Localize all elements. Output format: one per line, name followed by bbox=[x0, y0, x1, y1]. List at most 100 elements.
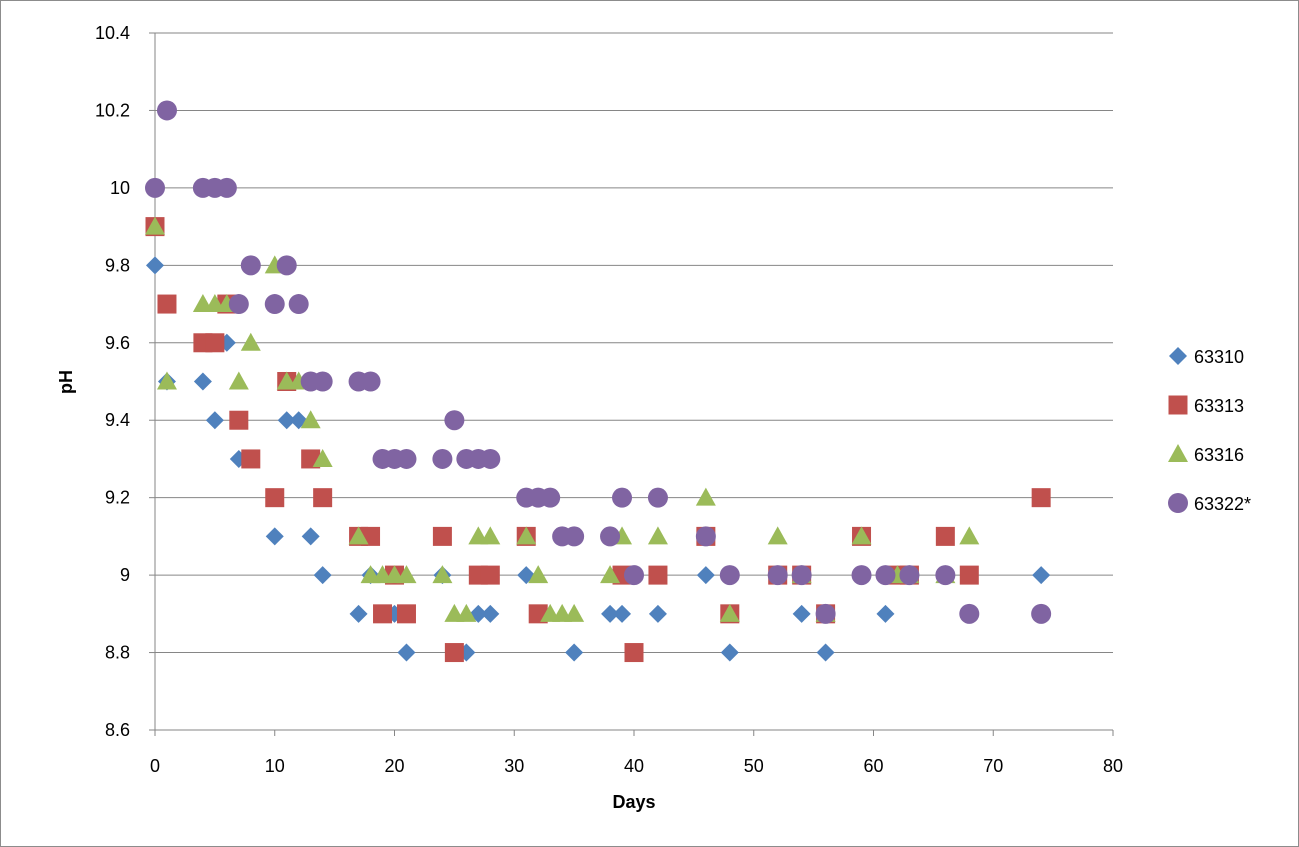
x-tick-label: 20 bbox=[384, 756, 404, 776]
data-point-triangle bbox=[564, 603, 585, 622]
legend-label: 63310 bbox=[1194, 347, 1244, 367]
data-point-diamond bbox=[481, 604, 500, 623]
data-point-circle bbox=[1031, 603, 1052, 624]
data-point-circle bbox=[432, 448, 453, 469]
data-point-square bbox=[480, 565, 500, 585]
data-point-triangle bbox=[719, 603, 740, 622]
data-point-square bbox=[241, 449, 261, 469]
data-point-circle bbox=[276, 255, 297, 276]
data-point-circle bbox=[312, 371, 333, 392]
data-point-circle bbox=[612, 487, 633, 508]
data-point-square bbox=[265, 488, 285, 508]
data-point-circle bbox=[647, 487, 668, 508]
series-63322 bbox=[145, 100, 1052, 624]
data-point-square bbox=[157, 294, 177, 314]
data-points bbox=[145, 100, 1052, 663]
axes bbox=[154, 33, 1113, 731]
data-point-circle bbox=[240, 255, 261, 276]
data-point-circle bbox=[228, 294, 249, 315]
data-point-circle bbox=[444, 410, 465, 431]
series-63316 bbox=[145, 216, 980, 622]
data-point-triangle bbox=[300, 410, 321, 429]
data-point-diamond bbox=[265, 527, 284, 546]
y-tick-label: 10.4 bbox=[95, 23, 130, 43]
data-point-square bbox=[205, 333, 225, 353]
data-point-triangle bbox=[600, 565, 621, 584]
data-point-circle bbox=[624, 565, 644, 586]
data-point-circle bbox=[360, 371, 381, 392]
x-tick-label: 80 bbox=[1103, 756, 1123, 776]
data-point-triangle bbox=[516, 526, 537, 545]
data-point-square bbox=[444, 643, 464, 663]
data-point-triangle bbox=[396, 565, 417, 584]
data-point-square bbox=[1031, 488, 1051, 508]
data-point-diamond bbox=[277, 411, 296, 430]
data-point-diamond bbox=[146, 256, 164, 275]
data-point-square bbox=[373, 604, 393, 624]
data-point-circle bbox=[600, 526, 621, 547]
data-point-square bbox=[432, 526, 452, 546]
legend-marker-triangle bbox=[1168, 444, 1188, 462]
y-tick-label: 10 bbox=[110, 178, 130, 198]
data-point-circle bbox=[156, 100, 177, 121]
data-point-diamond bbox=[205, 411, 224, 430]
data-point-diamond bbox=[876, 604, 895, 623]
data-point-circle bbox=[767, 565, 788, 586]
x-tick-label: 30 bbox=[504, 756, 524, 776]
y-tick-label: 8.6 bbox=[105, 720, 130, 740]
y-tick-label: 9.4 bbox=[105, 410, 130, 430]
data-point-diamond bbox=[816, 643, 835, 662]
x-tick-label: 40 bbox=[624, 756, 644, 776]
x-tick-label: 60 bbox=[863, 756, 883, 776]
data-point-circle bbox=[935, 565, 956, 586]
legend-marker-square bbox=[1168, 395, 1188, 415]
data-point-diamond bbox=[613, 604, 632, 623]
y-tick-label: 9.2 bbox=[105, 488, 130, 508]
y-tick-label: 9 bbox=[120, 565, 130, 585]
legend: 63310 63313 63316 63322* bbox=[1168, 347, 1251, 514]
data-point-triangle bbox=[456, 603, 477, 622]
data-point-square bbox=[624, 643, 644, 663]
data-point-square bbox=[396, 604, 416, 624]
data-point-diamond bbox=[792, 604, 811, 623]
data-point-triangle bbox=[156, 371, 177, 390]
x-tick-label: 0 bbox=[150, 756, 160, 776]
data-point-circle bbox=[719, 565, 740, 586]
data-point-diamond bbox=[301, 527, 320, 546]
y-tick-labels: 8.6 8.8 9 9.2 9.4 9.6 9.8 10 10.2 10.4 bbox=[95, 23, 130, 740]
data-point-square bbox=[935, 526, 955, 546]
data-point-circle bbox=[216, 177, 237, 198]
data-point-square bbox=[313, 488, 333, 508]
legend-label: 63316 bbox=[1194, 445, 1244, 465]
legend-item: 63313 bbox=[1168, 395, 1244, 416]
data-point-square bbox=[959, 565, 979, 585]
y-tick-label: 9.8 bbox=[105, 255, 130, 275]
data-point-circle bbox=[851, 565, 872, 586]
data-point-circle bbox=[145, 177, 165, 198]
x-tick-label: 50 bbox=[744, 756, 764, 776]
y-axis-title: pH bbox=[56, 370, 76, 394]
y-tick-label: 8.8 bbox=[105, 643, 130, 663]
data-point-diamond bbox=[349, 604, 368, 623]
data-point-diamond bbox=[313, 566, 332, 585]
legend-label: 63313 bbox=[1194, 396, 1244, 416]
data-point-diamond bbox=[648, 604, 667, 623]
data-point-triangle bbox=[228, 371, 249, 390]
x-tick-labels: 0 10 20 30 40 50 60 70 80 bbox=[150, 756, 1123, 776]
series-63310 bbox=[146, 256, 1051, 662]
legend-item: 63316 bbox=[1168, 444, 1244, 465]
legend-item: 63322* bbox=[1168, 493, 1251, 514]
data-point-diamond bbox=[601, 604, 620, 623]
data-point-circle bbox=[791, 565, 812, 586]
data-point-diamond bbox=[696, 566, 715, 585]
data-point-circle bbox=[540, 487, 561, 508]
data-point-circle bbox=[899, 565, 920, 586]
data-point-circle bbox=[875, 565, 896, 586]
data-point-circle bbox=[264, 294, 285, 315]
data-point-triangle bbox=[647, 526, 668, 545]
data-point-triangle bbox=[959, 526, 980, 545]
data-point-square bbox=[229, 410, 249, 430]
data-point-triangle bbox=[528, 565, 549, 584]
data-point-triangle bbox=[851, 526, 872, 545]
